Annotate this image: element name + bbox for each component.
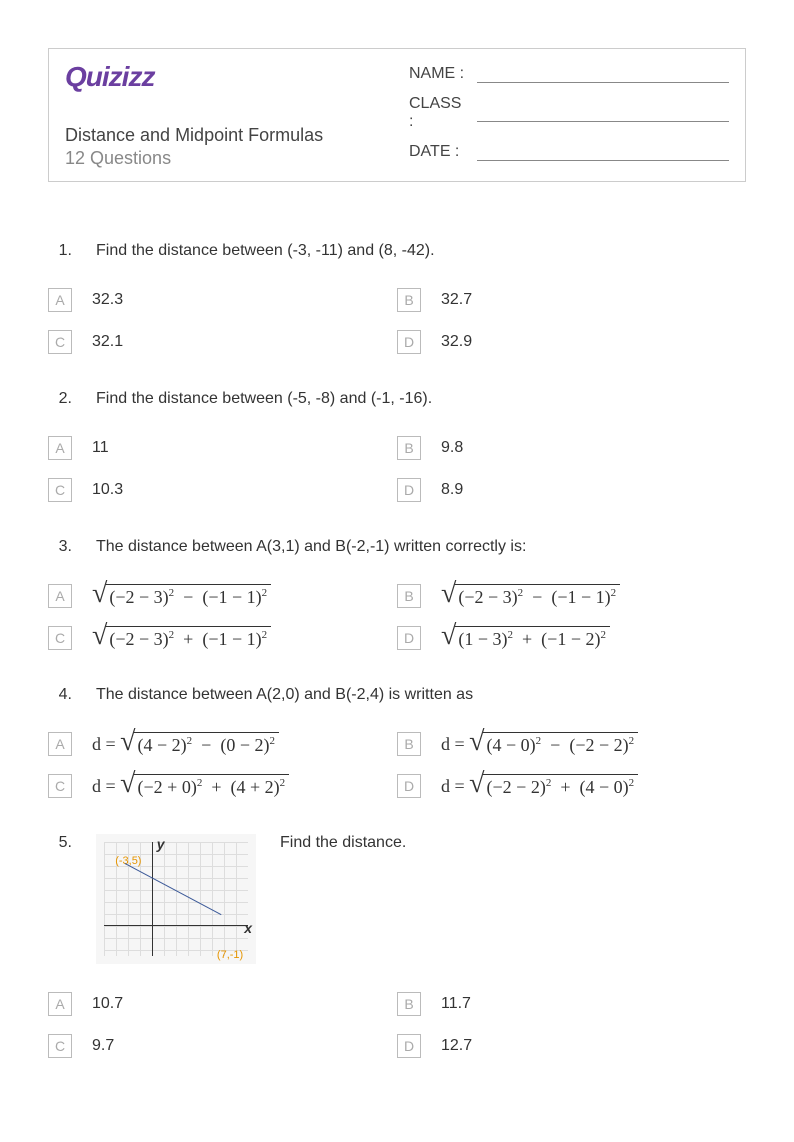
option-letter: D: [397, 330, 421, 354]
answer-option[interactable]: A 10.7: [48, 992, 397, 1016]
question: 4. The distance between A(2,0) and B(-2,4…: [48, 686, 746, 798]
option-value: 11: [92, 439, 109, 457]
class-field: CLASS :: [409, 95, 729, 131]
option-letter: D: [397, 626, 421, 650]
answer-option[interactable]: Cd = √(−2 + 0)2 + (4 + 2)2: [48, 774, 397, 798]
answer-option[interactable]: C 9.7: [48, 1034, 397, 1058]
question-text: Find the distance between (-5, -8) and (…: [96, 390, 746, 408]
answer-option[interactable]: D 32.9: [397, 330, 746, 354]
question: 3. The distance between A(3,1) and B(-2,-…: [48, 538, 746, 650]
answer-option[interactable]: B 32.7: [397, 288, 746, 312]
answer-option[interactable]: B √(−2 − 3)2 − (−1 − 1)2: [397, 584, 746, 608]
option-value: √(−2 − 3)2 + (−1 − 1)2: [92, 626, 271, 650]
brand-logo: Quizizz: [65, 61, 385, 93]
answer-option[interactable]: D √(1 − 3)2 + (−1 − 2)2: [397, 626, 746, 650]
option-letter: B: [397, 436, 421, 460]
worksheet-title: Distance and Midpoint Formulas: [65, 125, 385, 146]
question-text: The distance between A(3,1) and B(-2,-1)…: [96, 538, 746, 556]
option-letter: C: [48, 330, 72, 354]
question-text: Find the distance.: [280, 834, 746, 852]
answer-option[interactable]: A 32.3: [48, 288, 397, 312]
option-value: 32.3: [92, 291, 123, 309]
question: 1. Find the distance between (-3, -11) an…: [48, 242, 746, 354]
option-value: √(−2 − 3)2 − (−1 − 1)2: [92, 584, 271, 608]
question-number: 1.: [48, 242, 72, 260]
worksheet-header: Quizizz Distance and Midpoint Formulas 1…: [48, 48, 746, 182]
option-letter: C: [48, 626, 72, 650]
answer-option[interactable]: B 11.7: [397, 992, 746, 1016]
answer-option[interactable]: C √(−2 − 3)2 + (−1 − 1)2: [48, 626, 397, 650]
option-value: √(1 − 3)2 + (−1 − 2)2: [441, 626, 610, 650]
option-letter: A: [48, 732, 72, 756]
option-value: 8.9: [441, 481, 463, 499]
option-letter: A: [48, 584, 72, 608]
option-letter: B: [397, 992, 421, 1016]
question: 5. y x (-3,5)(7,-1) Find the distance. A 1…: [48, 834, 746, 1058]
option-letter: B: [397, 732, 421, 756]
option-value: 32.1: [92, 333, 123, 351]
option-value: d = √(4 − 0)2 − (−2 − 2)2: [441, 732, 638, 756]
option-value: 11.7: [441, 995, 471, 1013]
option-letter: D: [397, 774, 421, 798]
question-graph: y x (-3,5)(7,-1): [96, 834, 256, 964]
option-letter: D: [397, 478, 421, 502]
option-value: 32.7: [441, 291, 472, 309]
answer-option[interactable]: A √(−2 − 3)2 − (−1 − 1)2: [48, 584, 397, 608]
option-value: d = √(4 − 2)2 − (0 − 2)2: [92, 732, 279, 756]
date-field: DATE :: [409, 143, 729, 161]
date-input-line[interactable]: [477, 143, 729, 161]
question-count: 12 Questions: [65, 148, 385, 169]
question-number: 4.: [48, 686, 72, 704]
option-value: 10.3: [92, 481, 123, 499]
option-value: 10.7: [92, 995, 123, 1013]
option-letter: A: [48, 288, 72, 312]
option-value: √(−2 − 3)2 − (−1 − 1)2: [441, 584, 620, 608]
option-value: d = √(−2 − 2)2 + (4 − 0)2: [441, 774, 638, 798]
question-list: 1. Find the distance between (-3, -11) an…: [48, 242, 746, 1058]
option-letter: A: [48, 992, 72, 1016]
question-number: 5.: [48, 834, 72, 852]
option-value: 12.7: [441, 1037, 472, 1055]
option-value: 9.7: [92, 1037, 114, 1055]
answer-option[interactable]: Bd = √(4 − 0)2 − (−2 − 2)2: [397, 732, 746, 756]
option-letter: D: [397, 1034, 421, 1058]
answer-option[interactable]: C 32.1: [48, 330, 397, 354]
option-letter: C: [48, 1034, 72, 1058]
question-number: 3.: [48, 538, 72, 556]
answer-option[interactable]: Dd = √(−2 − 2)2 + (4 − 0)2: [397, 774, 746, 798]
answer-option[interactable]: C 10.3: [48, 478, 397, 502]
answer-option[interactable]: B 9.8: [397, 436, 746, 460]
option-letter: B: [397, 584, 421, 608]
answer-option[interactable]: A 11: [48, 436, 397, 460]
answer-option[interactable]: D 8.9: [397, 478, 746, 502]
option-letter: C: [48, 478, 72, 502]
question-text: The distance between A(2,0) and B(-2,4) …: [96, 686, 746, 704]
question: 2. Find the distance between (-5, -8) and…: [48, 390, 746, 502]
option-value: d = √(−2 + 0)2 + (4 + 2)2: [92, 774, 289, 798]
name-input-line[interactable]: [477, 65, 729, 83]
answer-option[interactable]: Ad = √(4 − 2)2 − (0 − 2)2: [48, 732, 397, 756]
option-letter: B: [397, 288, 421, 312]
question-number: 2.: [48, 390, 72, 408]
answer-option[interactable]: D 12.7: [397, 1034, 746, 1058]
option-value: 9.8: [441, 439, 463, 457]
option-letter: C: [48, 774, 72, 798]
option-letter: A: [48, 436, 72, 460]
class-input-line[interactable]: [477, 104, 729, 122]
question-text: Find the distance between (-3, -11) and …: [96, 242, 746, 260]
name-field: NAME :: [409, 65, 729, 83]
option-value: 32.9: [441, 333, 472, 351]
